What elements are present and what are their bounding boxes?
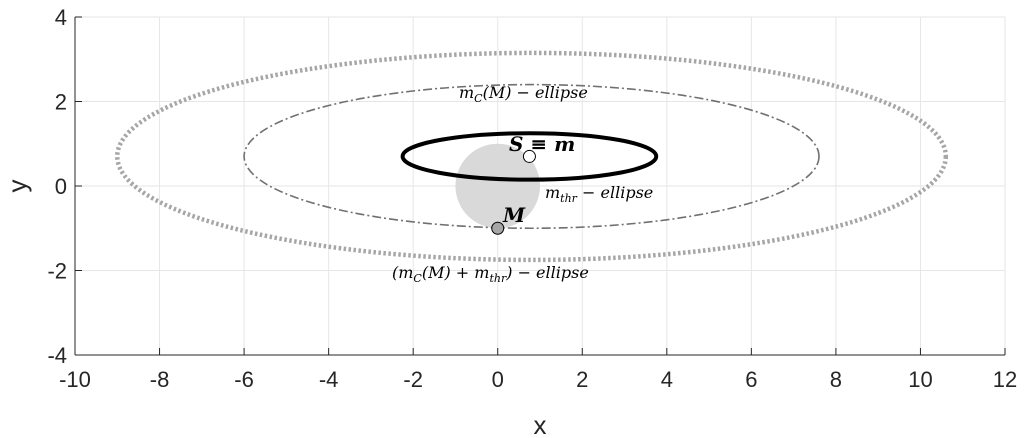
s-equiv-m-label: S ≡ m [509,132,575,156]
x-tick-label: 6 [745,367,757,392]
y-tick-label: 0 [55,174,67,199]
x-tick-label: 12 [993,367,1017,392]
axes [74,16,1006,356]
x-tick-label: -2 [403,367,423,392]
x-axis-label: x [534,410,547,438]
x-tick-label: -8 [150,367,170,392]
mthr-ellipse-label: mthr − ellipse [545,183,653,205]
x-tick-label: 4 [661,367,673,392]
x-tick-label: 2 [576,367,588,392]
x-tick-label: -4 [319,367,339,392]
mthr-ellipse [400,131,659,182]
mc-ellipse-label: mC(M) − ellipse [459,83,588,105]
grid [74,16,1006,356]
gray-disk [455,143,540,229]
sum-ellipse [115,50,949,263]
sum-ellipse-label: (mC(M) + mthr) − ellipse [392,263,589,285]
x-tick-label: 10 [908,367,932,392]
x-tick-label: -6 [234,367,254,392]
y-tick-label: -4 [47,343,67,368]
x-tick-label: -10 [59,367,91,392]
y-tick-label: 4 [55,5,67,30]
s-point [522,149,536,163]
y-tick-label: -2 [47,259,67,284]
y-axis-label: y [2,180,32,193]
y-tick-label: 2 [55,90,67,115]
x-tick-label: 0 [492,367,504,392]
plot-shapes [115,50,949,263]
x-tick-label: 8 [830,367,842,392]
mc-ellipse [243,83,820,230]
tick-labels: -10 -8 -6 -4 -2 0 2 4 6 8 10 12 -4 -2 0 2 4 [47,5,1017,392]
m-point-label: M [502,203,526,227]
m-point [491,221,505,235]
